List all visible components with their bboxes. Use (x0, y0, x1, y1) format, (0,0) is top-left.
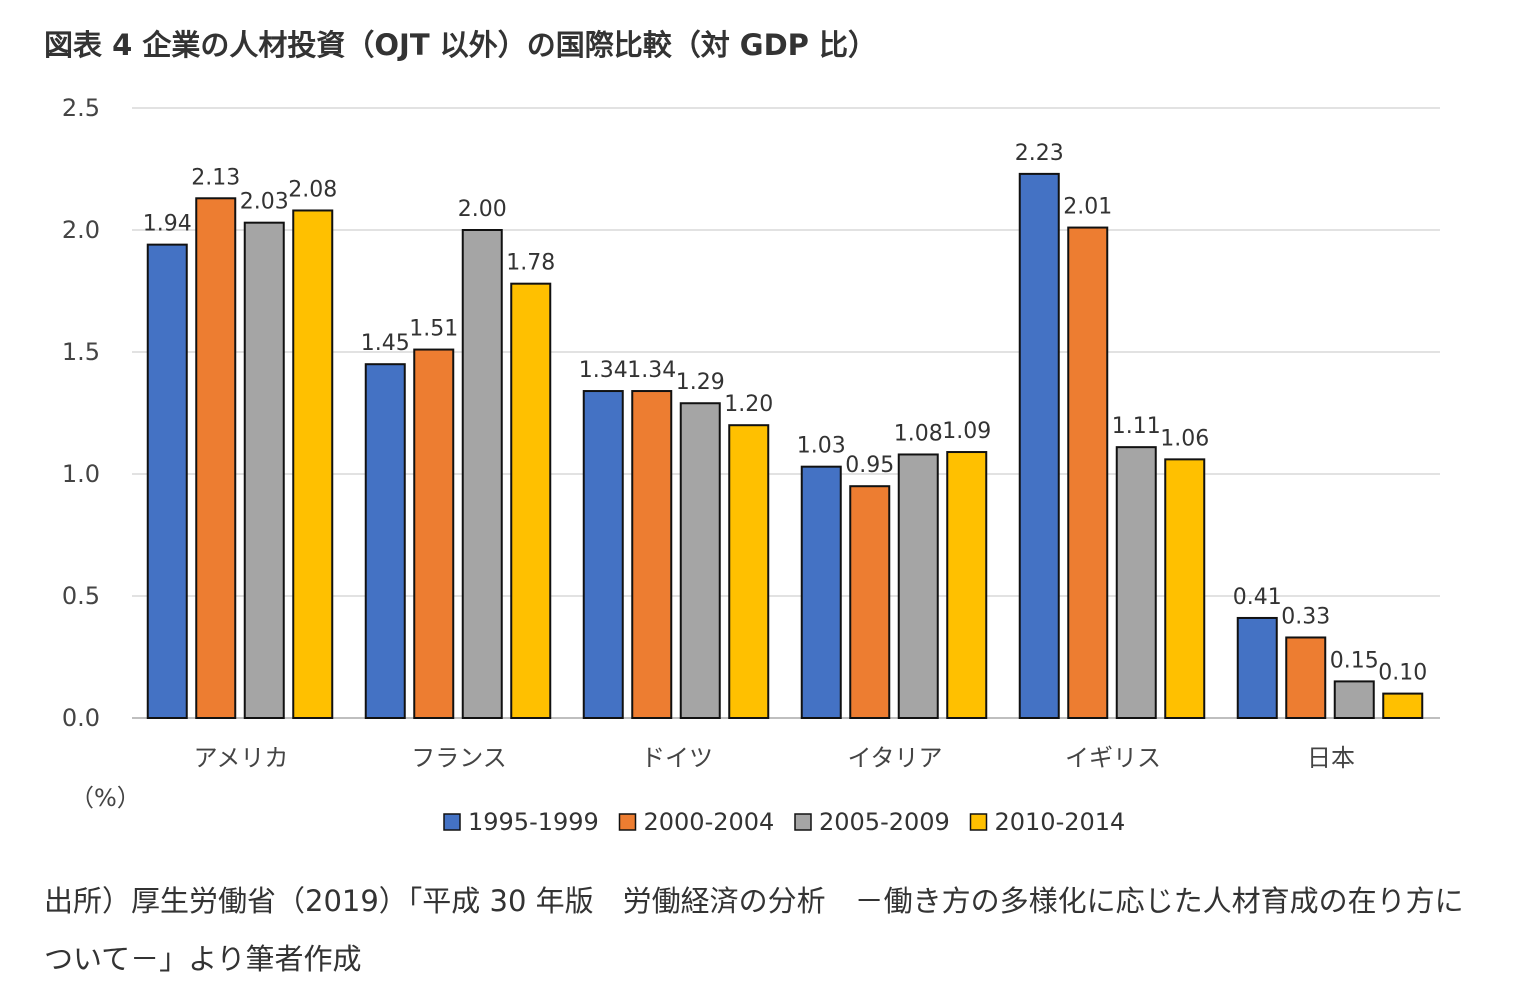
bar (146, 243, 188, 719)
bar (461, 229, 503, 719)
data-label: 2.08 (288, 177, 337, 202)
data-label: 1.20 (724, 392, 773, 417)
bar (897, 453, 939, 719)
chart-title: 図表 4 企業の人材投資（OJT 以外）の国際比較（対 GDP 比） (44, 28, 878, 62)
bar-chart: 0.00.51.01.52.02.5 1.942.132.03 2.081.451… (62, 94, 1440, 836)
y-tick-label: 2.0 (62, 216, 100, 244)
x-tick-label: ドイツ (641, 744, 713, 772)
bar (243, 221, 285, 719)
bar (946, 451, 988, 719)
data-label: 1.34 (579, 358, 628, 383)
bar (1067, 226, 1109, 719)
data-label: 1.51 (409, 317, 458, 342)
bar (413, 348, 455, 719)
data-label: 1.78 (506, 251, 555, 276)
bar (292, 209, 334, 719)
data-label: 2.00 (458, 197, 507, 222)
y-tick-labels: 0.0 0.5 1.0 1.5 2.0 2.5 (62, 94, 100, 732)
data-label: 2.03 (240, 190, 289, 215)
data-label: 2.13 (191, 165, 240, 190)
y-tick-label: 1.0 (62, 460, 100, 488)
source-line-1: 出所）厚生労働省（2019）「平成 30 年版 労働経済の分析 －働き方の多様化… (44, 884, 1464, 918)
legend-label: 2010-2014 (995, 808, 1126, 836)
x-tick-label: フランス (411, 744, 507, 772)
bar (1115, 446, 1157, 719)
data-label: 1.06 (1160, 426, 1209, 451)
bar (510, 282, 552, 719)
data-label: 0.10 (1378, 661, 1427, 686)
source-note: 出所）厚生労働省（2019）「平成 30 年版 労働経済の分析 －働き方の多様化… (44, 872, 1514, 988)
bar (1333, 680, 1375, 720)
bar (1285, 636, 1327, 719)
legend-swatch (969, 813, 988, 831)
data-label: 1.11 (1112, 414, 1161, 439)
legend-label: 1995-1999 (468, 808, 599, 836)
bar (800, 465, 842, 719)
x-tick-label: イタリア (847, 744, 942, 772)
legend-label: 2000-2004 (644, 808, 775, 836)
data-label: 1.03 (797, 434, 846, 459)
bar (582, 390, 624, 719)
data-label: 2.01 (1063, 195, 1112, 220)
data-label: 0.33 (1281, 604, 1330, 629)
data-label: 2.23 (1015, 141, 1064, 166)
bars (146, 172, 1424, 720)
legend-label: 2005-2009 (819, 808, 950, 836)
gridlines (132, 107, 1440, 719)
legend-swatch (618, 813, 637, 831)
data-label: 1.34 (627, 358, 676, 383)
y-unit-label: （%） (70, 784, 141, 812)
bar (1236, 616, 1278, 720)
y-tick-label: 2.5 (62, 94, 100, 122)
legend-swatch (794, 813, 812, 831)
data-label: 0.95 (845, 453, 894, 478)
bar (1018, 172, 1060, 719)
y-tick-label: 1.5 (62, 338, 100, 366)
data-label: 0.15 (1330, 648, 1379, 673)
data-label: 1.45 (361, 331, 410, 356)
x-tick-labels: アメリカ フランス ドイツ イタリア イギリス 日本 (194, 744, 1355, 772)
data-label: 1.29 (676, 370, 725, 395)
bar (364, 363, 406, 719)
x-tick-label: 日本 (1307, 744, 1355, 772)
y-tick-label: 0.0 (62, 704, 100, 732)
y-tick-label: 0.5 (62, 582, 100, 610)
legend-swatch (443, 813, 461, 831)
x-tick-label: イギリス (1065, 744, 1161, 772)
bar (1164, 458, 1206, 719)
data-labels: 1.94 2.132.03 2.08 1.451.51 2.00 1.78 1.34 1.34… (143, 141, 1427, 686)
data-label: 1.94 (143, 212, 192, 237)
x-tick-label: アメリカ (194, 744, 289, 772)
bar (679, 402, 721, 719)
data-label: 0.41 (1233, 585, 1282, 610)
data-label: 1.09 (942, 419, 991, 444)
bar (728, 424, 770, 719)
bar (1382, 692, 1424, 719)
legend: 1995-1999 2000-2004 2005-2009 2010-2014 (443, 808, 1126, 836)
bar (849, 485, 891, 720)
data-label: 1.08 (894, 421, 943, 446)
bar (195, 197, 237, 719)
bar (631, 390, 673, 719)
source-line-2: ついて－」より筆者作成 (44, 942, 362, 976)
